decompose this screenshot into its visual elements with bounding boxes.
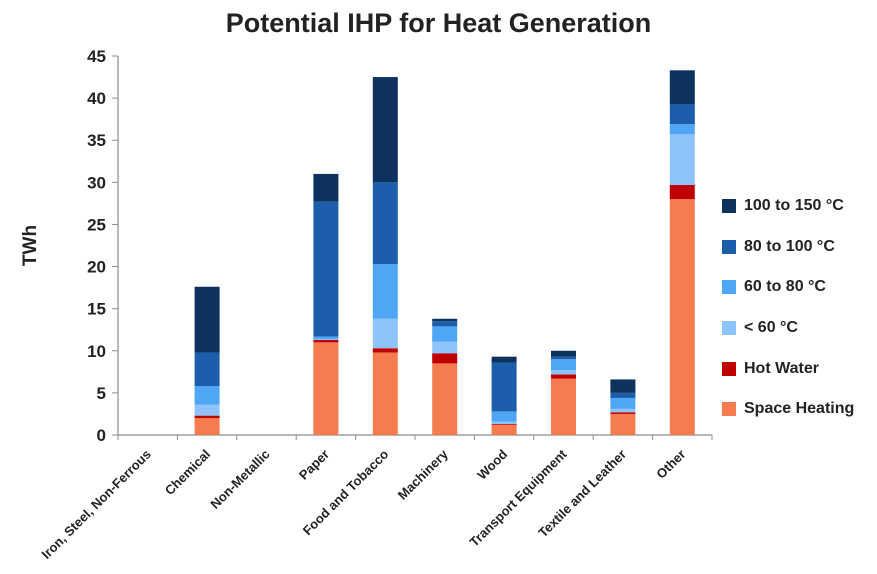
y-tick-label: 5 [97, 384, 106, 403]
bar-segment [372, 348, 398, 353]
x-tick-label: Non-Metallic [207, 447, 272, 512]
bar-segment [432, 363, 458, 435]
bar-segment [551, 356, 576, 360]
bar-segment [313, 338, 339, 340]
legend-item: < 60 °C [722, 308, 854, 349]
y-axis-title: TWh [20, 225, 41, 266]
bar-segment [610, 397, 636, 409]
legend-item: 100 to 150 °C [722, 186, 854, 227]
bar-segment [551, 350, 576, 357]
legend-swatch [722, 361, 736, 376]
bar-segment [194, 286, 220, 353]
bar-segment [432, 321, 458, 327]
legend-item: Hot Water [722, 348, 854, 389]
legend-item: Space Heating [722, 389, 854, 430]
bar-segment [610, 412, 636, 414]
legend-item: 60 to 80 °C [722, 267, 854, 308]
y-tick-label: 0 [97, 426, 106, 445]
bar-segment [432, 353, 458, 364]
bar-segment [372, 264, 398, 319]
chart-title: Potential IHP for Heat Generation [225, 8, 652, 38]
legend-swatch [722, 280, 736, 295]
x-tick-label: Machinery [395, 446, 452, 503]
legend-label: < 60 °C [744, 319, 798, 337]
bar-segment [491, 356, 517, 363]
bar-segment [491, 411, 517, 422]
bar-segment [372, 352, 398, 435]
legend-swatch [722, 239, 736, 254]
x-tick-label: Wood [474, 446, 510, 482]
bar-segment [610, 392, 636, 398]
bar-segment [194, 415, 220, 419]
bar-segment [313, 336, 339, 339]
bar-segment [669, 199, 695, 435]
y-tick-label: 25 [87, 215, 106, 234]
bar-segment [491, 421, 517, 425]
bar-segment [313, 342, 339, 435]
y-tick-label: 30 [87, 173, 106, 192]
legend-swatch [722, 402, 736, 417]
legend-label: 80 to 100 °C [744, 237, 835, 255]
x-tick-label: Other [653, 447, 688, 482]
x-tick-label: Chemical [162, 447, 213, 498]
bar-segment [610, 408, 636, 413]
bar-segment [372, 182, 398, 265]
tick-labels: 0 5 10 15 20 25 30 35 40 45 TWh Iron, Steel, Non-Fe… [20, 47, 688, 562]
legend-swatch [722, 321, 736, 336]
legend-swatch [722, 199, 736, 214]
legend-label: 60 to 80 °C [744, 278, 826, 296]
y-tick-label: 35 [87, 131, 106, 150]
bar-segment [372, 318, 398, 349]
legend: 100 to 150 °C 80 to 100 °C 60 to 80 °C < 60… [722, 186, 854, 430]
legend-label: Space Heating [744, 400, 855, 418]
bar-segment [551, 359, 576, 371]
bar-segment [432, 326, 458, 342]
bar-segment [313, 173, 339, 202]
y-tick-label: 40 [87, 89, 106, 108]
bar-segment [194, 352, 220, 387]
y-tick-label: 20 [87, 258, 106, 277]
bar-segment [551, 370, 576, 375]
bar-segment [432, 318, 458, 322]
bars [194, 70, 695, 435]
bar-segment [313, 201, 339, 337]
y-tick-label: 15 [87, 300, 106, 319]
bar-segment [610, 413, 636, 435]
bar-segment [669, 104, 695, 125]
bar-segment [372, 77, 398, 183]
x-tick-label: Transport Equipment [467, 446, 571, 550]
bar-segment [551, 378, 576, 435]
bar-segment [313, 339, 339, 343]
bar-segment [194, 404, 220, 416]
legend-label: 100 to 150 °C [744, 197, 844, 215]
bar-segment [669, 70, 695, 105]
legend-label: Hot Water [744, 359, 819, 377]
bar-segment [194, 418, 220, 435]
bar-segment [432, 341, 458, 354]
bar-segment [610, 379, 636, 393]
bar-segment [551, 374, 576, 379]
y-tick-label: 45 [87, 47, 106, 66]
bar-segment [669, 184, 695, 200]
bar-segment [491, 424, 517, 435]
bar-segment [669, 124, 695, 135]
bar-segment [491, 362, 517, 412]
x-tick-label: Paper [296, 447, 332, 483]
legend-item: 80 to 100 °C [722, 227, 854, 268]
x-tick-label: Iron, Steel, Non-Ferrous [39, 447, 154, 562]
y-tick-label: 10 [87, 342, 106, 361]
bar-segment [194, 386, 220, 405]
bar-segment [491, 424, 517, 425]
bar-segment [669, 134, 695, 185]
